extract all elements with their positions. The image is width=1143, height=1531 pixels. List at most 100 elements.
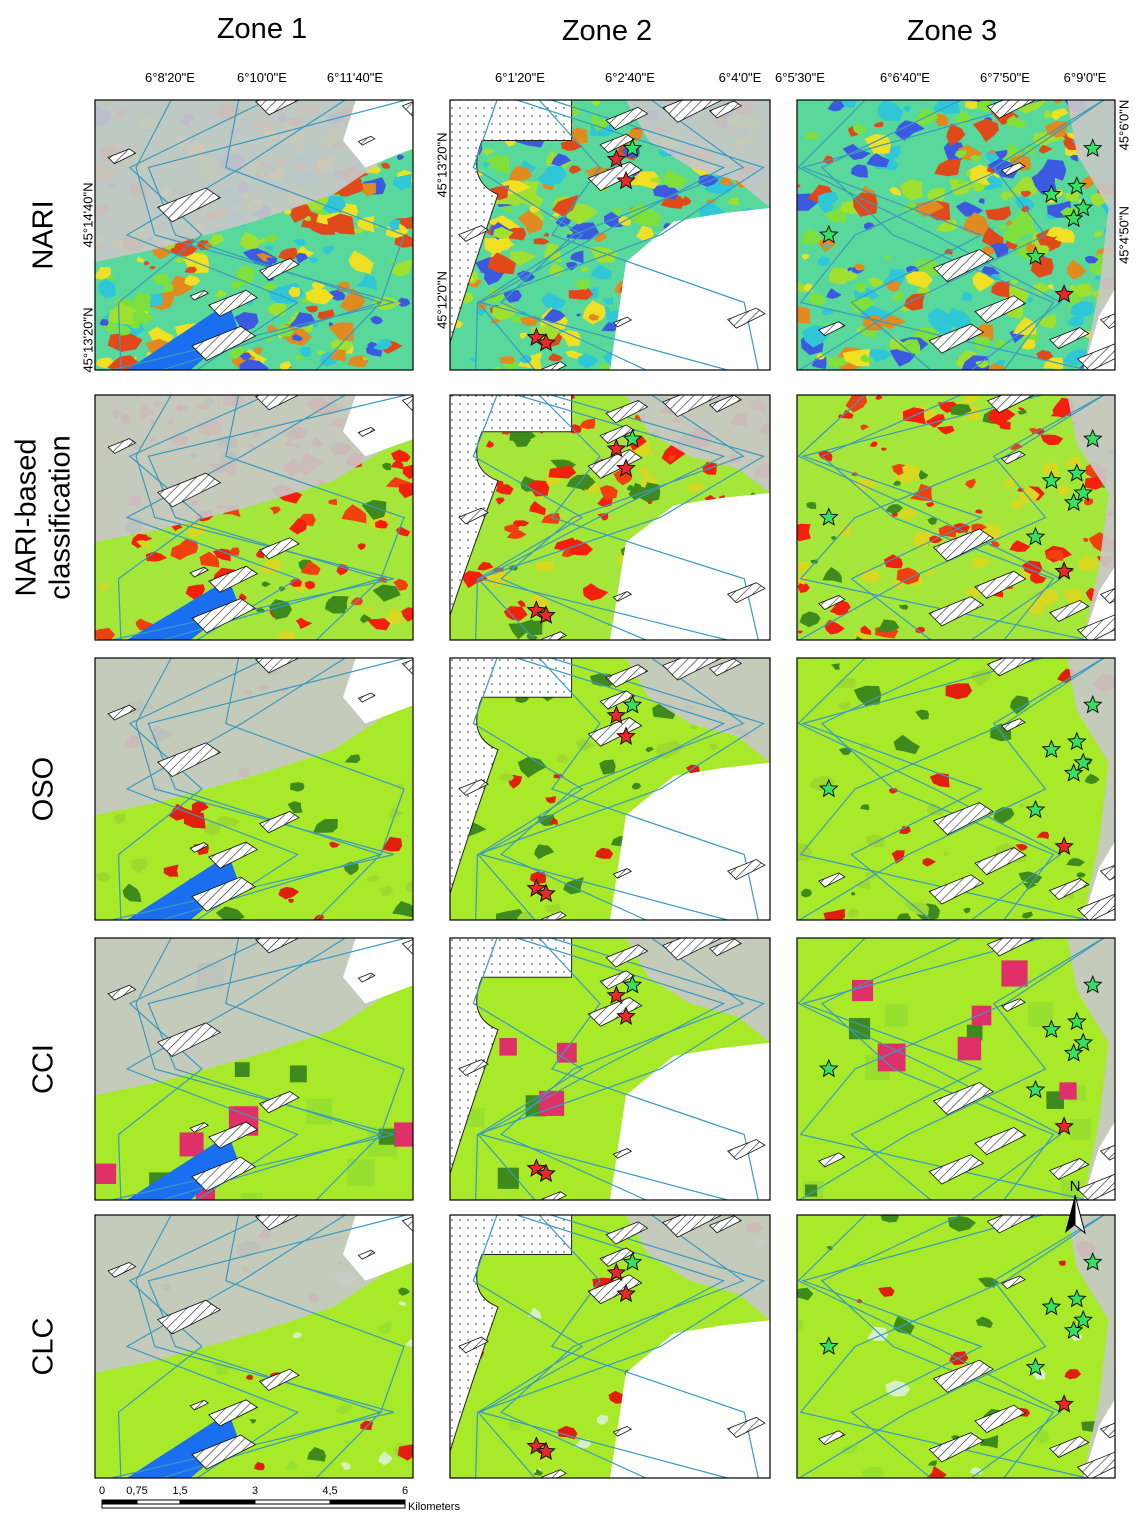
column-title: Zone 3 [907,15,997,47]
land-patch [947,1216,976,1232]
river [147,1215,407,1478]
land-patch [397,297,411,307]
site-star [1067,176,1087,195]
glacier [599,133,636,154]
site-star [818,507,839,526]
land-patch [130,322,140,329]
lake [126,854,239,920]
river [472,938,584,1200]
land-patch [533,1468,544,1476]
land-patch [98,584,111,590]
land-patch [519,332,528,339]
land-patch [164,282,174,292]
land-patch [884,254,891,260]
site-star [616,1006,636,1025]
land-patch [528,480,550,497]
glacier [255,658,300,674]
land-patch [905,271,933,289]
land-patch [213,288,228,297]
river [500,938,745,1200]
site-star [1067,731,1087,751]
land-patch [392,901,413,918]
land-patch [1058,1260,1066,1266]
river [117,938,268,1200]
glacier [726,1139,766,1161]
river [117,395,268,640]
land-patch [885,504,903,514]
land-patch [866,153,890,168]
scale-segment [254,1499,331,1505]
land-patch [900,179,924,201]
land-patch [865,348,893,362]
glacier [107,1262,137,1278]
land-patch [107,333,143,352]
land-patch [969,181,986,192]
land-patch [234,1062,250,1077]
glacier [1076,1451,1115,1478]
land-patch [823,243,830,249]
glacier [928,1432,985,1463]
land-patch [184,266,198,273]
land-patch [136,540,151,550]
glacier [1000,450,1026,465]
river [538,395,759,640]
land-patch [378,1128,395,1145]
land-patch [506,527,527,539]
river [475,1215,765,1478]
map-panel [94,1214,414,1479]
land-patch [393,578,409,591]
panel-frame [449,937,771,1201]
land-patch [894,120,925,141]
land-patch [529,501,546,516]
glacier [974,570,1027,599]
longitude-label: 6°11'40"E [327,70,383,85]
land-patch [279,361,292,370]
land-patch [873,121,884,128]
outside [610,208,770,370]
land-patch [381,836,403,852]
land-patch [993,338,1010,348]
land-patch [1027,601,1044,615]
land-patch [495,484,514,495]
river [820,395,1055,640]
land-patch [884,1003,908,1027]
site-star [1063,1320,1084,1340]
latitude-label: 45°12'0"N [434,271,449,329]
longitude-label: 6°5'30"E [775,70,825,85]
glacier [612,1148,633,1159]
land-patch [857,879,871,890]
land-patch [869,441,878,447]
site-star [1067,463,1087,482]
land-patch [309,256,319,264]
glacier [708,100,743,119]
land-patch [405,470,413,476]
land-patch [510,435,531,447]
glacier [1099,1422,1115,1439]
site-star [818,1336,839,1355]
glacier [928,1154,985,1185]
glacier [974,295,1027,324]
land-patch [541,292,567,310]
river [799,100,1104,370]
land-patch [266,336,274,342]
land-patch [597,513,609,521]
column-title: Zone 2 [562,15,652,47]
map-panel [449,394,771,641]
river [500,100,745,370]
land-patch [994,149,1008,161]
land-patch [946,123,966,146]
land-patch [1035,1430,1051,1444]
river [800,938,1043,1200]
land-patch [888,788,899,794]
glacier [157,472,222,508]
land-patch [313,818,338,833]
glacier [708,938,743,957]
land-patch [316,350,326,356]
site-star [1073,1309,1094,1329]
land-patch [132,310,154,324]
river [117,658,268,920]
site-star [616,1283,636,1303]
land-patch [805,131,819,140]
land-patch [328,498,337,506]
longitude-label: 6°4'0"E [719,70,762,85]
